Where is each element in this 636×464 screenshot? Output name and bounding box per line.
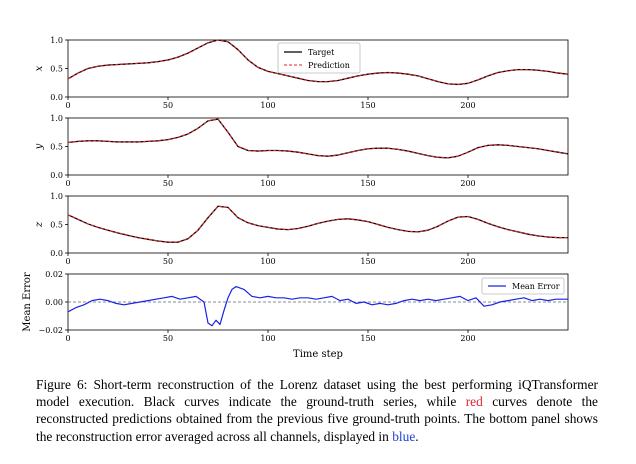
caption-red-word: red — [465, 394, 483, 410]
panel-x-ytick-label: 0.5 — [50, 65, 63, 74]
panel-y-xtick-label: 50 — [163, 179, 173, 188]
panel-y-series-target — [67, 118, 569, 159]
panel-z-series-prediction — [67, 205, 568, 243]
panel-x-ytick-label: 1.0 — [50, 36, 63, 45]
legend-prediction-label: Prediction — [308, 61, 350, 70]
caption-blue-word: blue — [392, 428, 416, 444]
panel-y-ylabel: y — [34, 143, 45, 150]
panel-error-xtick-label: 200 — [460, 334, 475, 343]
panel-z-xtick-label: 150 — [360, 257, 375, 266]
panel-z-xtick-label: 200 — [460, 257, 475, 266]
legend-box — [277, 42, 361, 74]
lorenz-figure: 0.00.51.00 50 100 150 200xTargetPrediction0.… — [22, 36, 569, 360]
panel-y-xtick-label: 100 — [260, 179, 275, 188]
legend-mean-error-label: Mean Error — [512, 282, 560, 291]
panel-error-ytick-label: 0.00 — [45, 298, 63, 307]
panel-error-series-mean-error — [67, 286, 568, 327]
panel-x-ytick-label: 0.0 — [50, 93, 63, 102]
panel-y-ytick-label: 1.0 — [50, 114, 63, 123]
panel-error-xtick-label: 50 — [163, 334, 173, 343]
panel-z-xtick-label: 100 — [260, 257, 275, 266]
panel-z-ylabel: z — [34, 221, 45, 228]
caption-text-3: . — [415, 428, 419, 444]
panel-z-ytick-label: 1.0 — [50, 192, 63, 201]
panel-error-xtick-label: 100 — [260, 334, 275, 343]
panel-x-ylabel: x — [34, 65, 45, 71]
panel-z-ytick-label: 0.5 — [50, 221, 63, 230]
panel-z-xtick-label: 0 — [65, 257, 70, 266]
panel-x-series-prediction — [67, 39, 569, 86]
panel-x-xtick-label: 50 — [163, 101, 173, 110]
panel-y-ytick-label: 0.5 — [50, 143, 63, 152]
panel-y-xtick-label: 0 — [65, 179, 70, 188]
panel-z-series-target — [67, 205, 568, 243]
panel-z-xtick-label: 50 — [163, 257, 173, 266]
error-legend-box — [481, 277, 565, 295]
panel-y-frame — [67, 117, 569, 176]
caption-text-1: Figure 6: Short-term reconstruction of t… — [36, 377, 598, 410]
panel-y-ytick-label: 0.0 — [50, 171, 63, 180]
panel-x-xtick-label: 0 — [65, 101, 70, 110]
x-axis-title: Time step — [293, 349, 343, 360]
panel-y-series-prediction — [67, 118, 569, 159]
panel-y-xtick-label: 200 — [460, 179, 475, 188]
panel-x-xtick-label: 200 — [460, 101, 475, 110]
caption-text-2: curves denote the reconstructed predicti… — [36, 394, 598, 444]
figure-caption: Figure 6: Short-term reconstruction of t… — [36, 376, 598, 445]
panel-x-xtick-label: 150 — [360, 101, 375, 110]
panel-error-ytick-label: 0.02 — [45, 270, 63, 279]
panel-error-ytick-label: −0.02 — [38, 326, 63, 335]
panel-error-xtick-label: 150 — [360, 334, 375, 343]
panel-error-xtick-label: 0 — [65, 334, 70, 343]
panel-error-ylabel: Mean Error — [22, 272, 33, 332]
panel-y-xtick-label: 150 — [360, 179, 375, 188]
panel-x-xtick-label: 100 — [260, 101, 275, 110]
panel-z-ytick-label: 0.0 — [50, 249, 63, 258]
legend-target-label: Target — [308, 48, 335, 57]
